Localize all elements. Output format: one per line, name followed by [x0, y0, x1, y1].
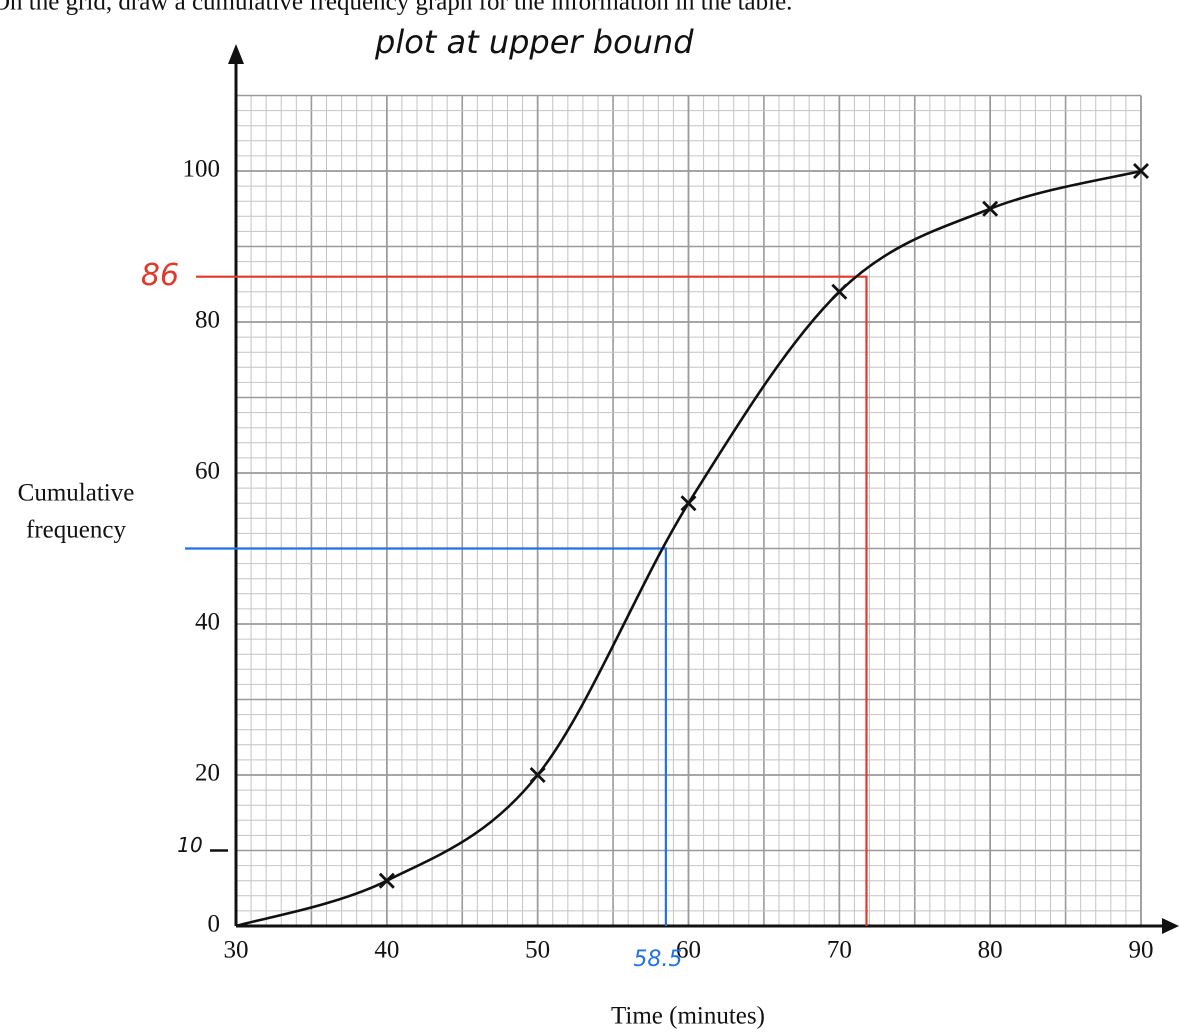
x-tick-label: 60: [676, 937, 701, 964]
y-tick-label: 0: [208, 911, 221, 938]
cross-marker: [680, 495, 697, 512]
y-tick-label: 40: [195, 609, 220, 636]
y-axis-arrow: [228, 44, 244, 64]
reading-line: [185, 547, 667, 926]
x-tick-label: 90: [1129, 937, 1154, 964]
y-mark-label: 10: [177, 833, 202, 857]
y-axis-label: Cumulative: [18, 480, 135, 507]
x-tick-label: 50: [525, 937, 550, 964]
y-tick-label: 20: [195, 760, 220, 787]
x-tick-label: 70: [827, 937, 852, 964]
reading-label: 58.5: [633, 947, 682, 972]
cross-marker: [982, 200, 999, 217]
x-tick-label: 40: [374, 937, 399, 964]
x-axis-arrow: [1162, 918, 1179, 934]
x-tick-label: 80: [978, 937, 1003, 964]
x-axis-label: Time (minutes): [611, 1003, 765, 1030]
y-tick-label: 100: [183, 156, 221, 183]
cross-marker: [529, 767, 546, 783]
x-tick-label: 30: [224, 937, 249, 964]
y-tick-label: 80: [195, 307, 220, 334]
reading-line: [196, 275, 868, 926]
cross-marker: [831, 283, 848, 300]
cross-marker: [378, 872, 395, 889]
y-axis-label: frequency: [26, 517, 126, 544]
reading-label: 86: [141, 258, 179, 293]
y-tick-label: 60: [195, 458, 220, 485]
question-text: On the grid, draw a cumulative frequency…: [0, 0, 792, 16]
annotation: plot at upper bound: [374, 23, 694, 61]
cross-marker: [1133, 163, 1149, 179]
